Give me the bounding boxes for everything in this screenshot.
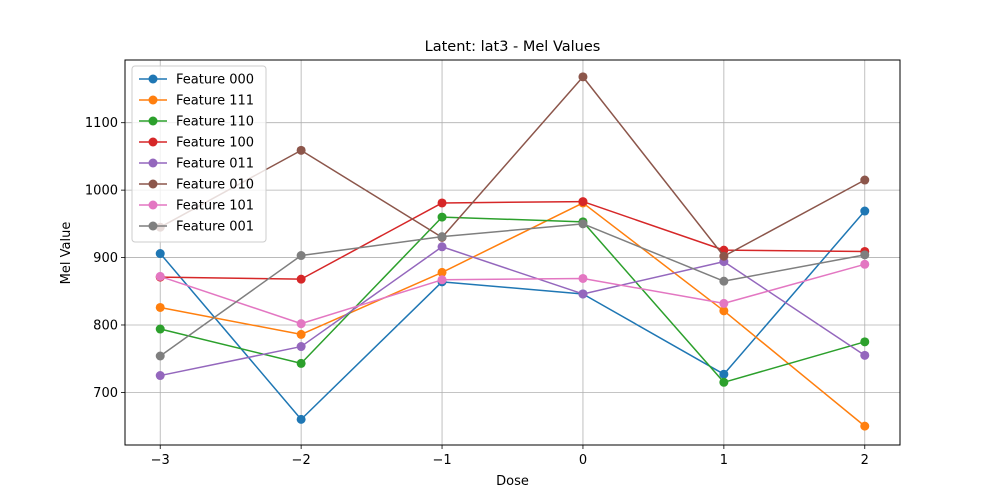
legend-label: Feature 001 [176,220,254,235]
data-point [296,319,306,329]
y-tick-label: 700 [93,386,118,401]
series-line [159,263,865,325]
data-point [719,298,729,308]
legend-label: Feature 110 [176,115,254,130]
data-point [719,377,729,387]
data-point [155,351,165,361]
legend-label: Feature 011 [176,157,254,172]
legend-label: Feature 111 [176,94,254,109]
legend-marker [148,158,158,168]
chart-title: Latent: lat3 - Mel Values [425,39,601,55]
legend-item: Feature 000 [139,73,254,88]
y-tick-label: 1000 [85,184,118,199]
data-point [437,275,447,285]
x-axis: −3 −2 −1 0 1 2 [151,445,869,468]
legend-box [131,65,267,243]
data-point [719,276,729,286]
series-feature-101 [155,259,870,329]
series-line [160,200,865,280]
y-tick-label: 800 [93,318,118,333]
y-axis: 700 800 900 1000 1100 [85,116,125,401]
data-point [296,358,306,368]
legend-item: Feature 011 [139,157,254,172]
series-line [159,223,865,357]
data-point [719,251,729,261]
data-point [860,206,870,216]
data-point [437,212,447,222]
legend-item: Feature 110 [139,115,254,130]
data-point [296,145,306,155]
data-point [437,198,447,208]
legend-item: Feature 001 [139,220,254,235]
x-axis-label: Dose [496,474,529,489]
data-point [860,421,870,431]
series-layer [155,72,870,431]
legend-item: Feature 100 [139,136,254,151]
legend-item: Feature 010 [139,178,254,193]
legend: Feature 000 Feature 111 Feature 110 Feature… [131,65,267,243]
legend-marker [148,221,158,231]
data-point [155,324,165,334]
legend-marker [148,116,158,126]
data-point [719,369,729,379]
data-point [578,289,588,299]
series-feature-111 [155,198,870,431]
legend-label: Feature 010 [176,178,254,193]
x-tick-label: −1 [432,453,451,468]
data-point [719,306,729,316]
series-line [159,76,866,257]
legend-marker [148,200,158,210]
x-tick-label: 2 [861,453,869,468]
data-point [437,242,447,252]
data-point [155,271,165,281]
data-point [578,197,588,207]
data-point [578,273,588,283]
x-tick-label: −2 [292,453,311,468]
legend-marker [148,95,158,105]
legend-item: Feature 111 [139,94,254,109]
data-point [296,274,306,284]
data-point [860,175,870,185]
data-point [296,251,306,261]
legend-marker [148,74,158,84]
y-tick-label: 1100 [85,116,118,131]
legend-marker [148,137,158,147]
series-feature-110 [155,212,870,387]
y-axis-label: Mel Value [59,222,74,285]
legend-label: Feature 100 [176,136,254,151]
data-point [437,232,447,242]
plot-frame [124,59,901,446]
data-point [155,302,165,312]
data-point [155,371,165,381]
data-point [296,342,306,352]
data-point [437,267,447,277]
legend-item: Feature 101 [139,199,254,214]
data-point [578,72,588,82]
legend-label: Feature 101 [176,199,254,214]
series-feature-000 [155,206,870,424]
series-line [160,216,865,384]
data-point [860,337,870,347]
data-point [296,414,306,424]
data-point [860,259,870,269]
data-point [860,350,870,360]
series-line [160,202,866,427]
y-tick-label: 900 [93,251,118,266]
x-tick-label: −3 [151,453,170,468]
legend-marker [148,179,158,189]
data-point [155,249,165,259]
x-tick-label: 0 [579,453,587,468]
data-point [296,329,306,339]
data-point [578,219,588,229]
data-point [860,250,870,260]
x-tick-label: 1 [720,453,728,468]
series-feature-001 [155,219,870,361]
series-line [159,210,866,421]
legend-label: Feature 000 [176,73,254,88]
